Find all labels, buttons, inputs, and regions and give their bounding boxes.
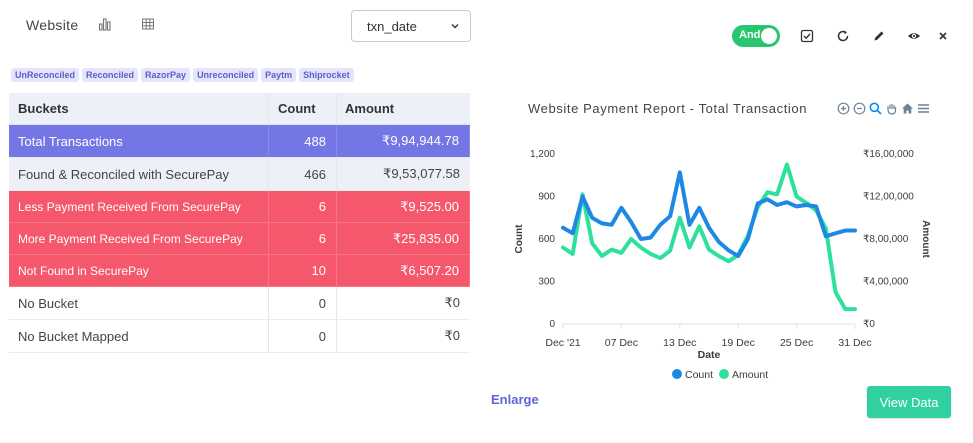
table-grid-icon[interactable] (141, 17, 155, 31)
refresh-icon[interactable] (836, 29, 850, 43)
y-tick-label: 1,200 (530, 149, 555, 160)
bucket-count[interactable]: 488 (269, 125, 337, 157)
view-data-button[interactable]: View Data (867, 386, 951, 418)
header-amount: Amount (345, 101, 395, 116)
y-tick-label: 300 (538, 277, 555, 288)
bucket-amount: ₹9,525.00 (337, 191, 470, 222)
tag-razorpay[interactable]: RazorPay (141, 68, 191, 82)
report-title: Website (26, 17, 79, 33)
legend-label: Amount (732, 369, 768, 381)
bucket-name: Not Found in SecurePay (9, 255, 269, 286)
payment-line-chart: 0 300 600 900 1,200 ₹0 ₹4,00,000 ₹8,00,000 ₹12,0… (514, 149, 931, 381)
bucket-name: Less Payment Received From SecurePay (9, 191, 269, 222)
table-row[interactable]: Less Payment Received From SecurePay 6 ₹… (9, 191, 470, 223)
table-row[interactable]: Found & Reconciled with SecurePay 466 ₹9… (9, 158, 470, 191)
bar-chart-icon[interactable] (98, 17, 112, 31)
chart-title: Website Payment Report - Total Transacti… (528, 101, 808, 116)
zoom-out-icon[interactable] (853, 102, 866, 115)
x-tick-label: 25 Dec (780, 337, 813, 349)
header-buckets: Buckets (9, 93, 269, 124)
table-row[interactable]: More Payment Received From SecurePay 6 ₹… (9, 223, 470, 255)
date-field-select[interactable]: txn_date (351, 10, 471, 42)
bucket-name: Found & Reconciled with SecurePay (9, 158, 269, 190)
bucket-name: Total Transactions (9, 125, 269, 157)
bucket-name: No Bucket Mapped (9, 320, 269, 352)
enlarge-link[interactable]: Enlarge (491, 392, 539, 407)
x-tick-label: Dec '21 (545, 337, 580, 349)
bucket-count[interactable]: 0 (269, 287, 337, 319)
chevron-down-icon (451, 24, 459, 29)
legend-marker-count (672, 369, 682, 379)
legend-marker-amount (719, 369, 729, 379)
pan-hand-icon[interactable] (885, 102, 898, 115)
y-tick-label: 900 (538, 192, 555, 203)
reset-home-icon[interactable] (901, 102, 914, 115)
toggle-knob (761, 28, 777, 44)
x-tick-label: 19 Dec (722, 337, 755, 349)
series-line-count (561, 170, 857, 258)
table-row[interactable]: Not Found in SecurePay 10 ₹6,507.20 (9, 255, 470, 287)
bucket-count[interactable]: 6 (269, 191, 337, 222)
select-value: txn_date (367, 18, 417, 34)
chart-toolbar (837, 102, 930, 115)
tag-reconciled[interactable]: Reconciled (82, 68, 139, 82)
menu-icon[interactable] (917, 102, 930, 115)
table-header: Buckets Count Amount (9, 93, 470, 125)
filter-tags: UnReconciled Reconciled RazorPay Unrecon… (11, 68, 354, 82)
header-count: Count (269, 93, 337, 124)
bucket-name: More Payment Received From SecurePay (9, 223, 269, 254)
zoom-in-icon[interactable] (837, 102, 850, 115)
y2-axis-title: Amount (920, 220, 931, 258)
tag-shiprocket[interactable]: Shiprocket (299, 68, 354, 82)
y2-tick-label: ₹16,00,000 (863, 149, 914, 160)
bucket-amount: ₹9,53,077.58 (383, 166, 460, 181)
edit-pencil-icon[interactable] (872, 29, 886, 43)
tag-unreconciled[interactable]: UnReconciled (11, 68, 80, 82)
x-tick-label: 07 Dec (605, 337, 638, 349)
x-tick-label: 13 Dec (663, 337, 696, 349)
zoom-select-icon[interactable] (869, 102, 882, 115)
y2-tick-label: ₹8,00,000 (863, 234, 909, 245)
y2-tick-label: ₹12,00,000 (863, 192, 914, 203)
bucket-amount: ₹9,94,944.78 (337, 125, 470, 157)
and-toggle[interactable]: And (732, 25, 780, 47)
table-row[interactable]: No Bucket 0 ₹0 (9, 287, 470, 320)
bucket-amount: ₹0 (444, 295, 460, 310)
close-icon[interactable] (936, 29, 950, 43)
y-tick-label: 0 (549, 319, 555, 330)
y-axis-title: Count (514, 224, 525, 254)
y-tick-label: 600 (538, 234, 555, 245)
bucket-amount: ₹25,835.00 (337, 223, 470, 254)
bucket-name: No Bucket (9, 287, 269, 319)
bucket-count[interactable]: 0 (269, 320, 337, 352)
bucket-count[interactable]: 10 (269, 255, 337, 286)
table-row[interactable]: No Bucket Mapped 0 ₹0 (9, 320, 470, 353)
toggle-label: And (739, 29, 761, 41)
bucket-amount: ₹6,507.20 (337, 255, 470, 286)
legend-label: Count (685, 369, 713, 381)
bucket-count[interactable]: 6 (269, 223, 337, 254)
bucket-count[interactable]: 466 (269, 158, 337, 190)
bucket-amount: ₹0 (444, 328, 460, 343)
table-row[interactable]: Total Transactions 488 ₹9,94,944.78 (9, 125, 470, 158)
checkbox-icon[interactable] (800, 29, 814, 43)
x-tick-label: 31 Dec (838, 337, 871, 349)
series-line-amount (561, 162, 857, 312)
y2-tick-label: ₹0 (863, 319, 875, 330)
y2-tick-label: ₹4,00,000 (863, 277, 909, 288)
buckets-table: Buckets Count Amount Total Transactions … (9, 93, 470, 353)
x-axis-title: Date (698, 349, 721, 361)
tag-paytm[interactable]: Paytm (261, 68, 297, 82)
eye-icon[interactable] (907, 29, 921, 43)
tag-unreconciled-2[interactable]: Unreconciled (193, 68, 259, 82)
